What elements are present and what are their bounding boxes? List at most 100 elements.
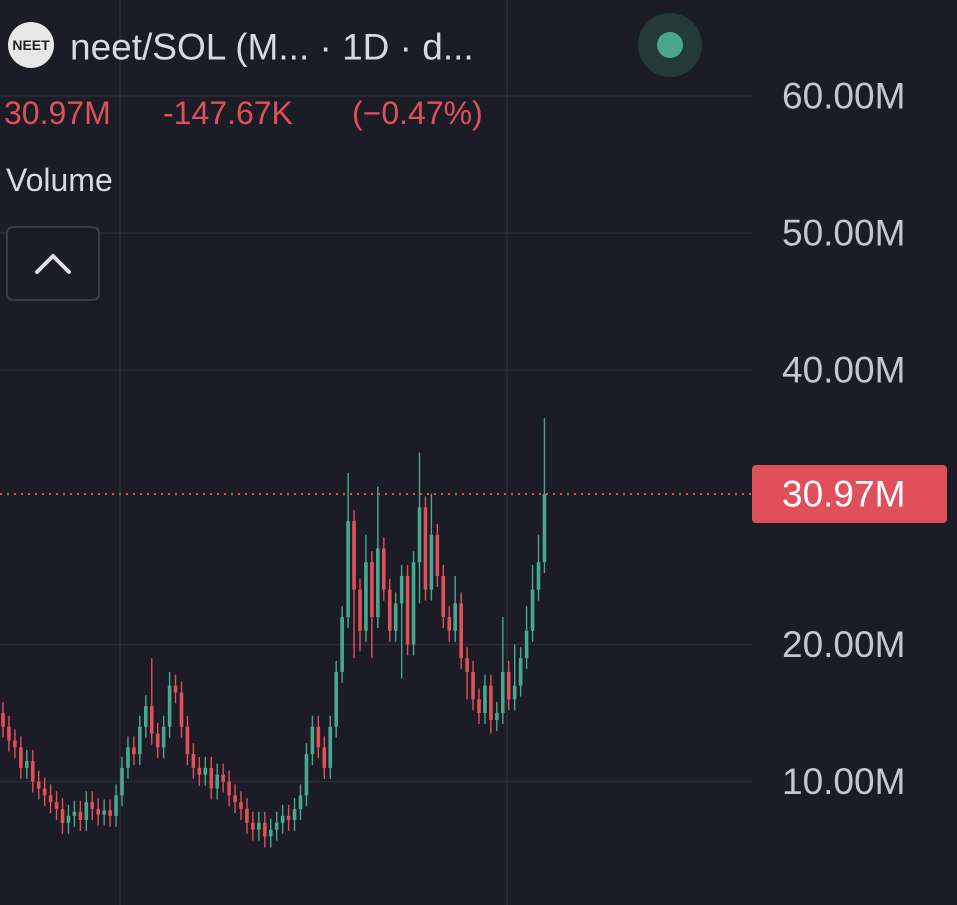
candle-body [251, 822, 255, 830]
candle-body [233, 795, 237, 803]
candle-body [144, 706, 148, 727]
candle-body [30, 761, 35, 782]
candle-body [96, 809, 100, 815]
candle-body [340, 617, 344, 672]
chevron-up [35, 254, 71, 274]
candle-body [185, 726, 190, 755]
y-tick-label: 40.00M [782, 350, 905, 391]
candle-body [78, 811, 83, 820]
candle-body [7, 726, 11, 741]
candle-body [280, 815, 285, 823]
change-pct: (−0.47%) [352, 95, 483, 131]
candle-body [173, 685, 178, 693]
candle-body [530, 589, 535, 631]
candle-body [387, 589, 392, 631]
candle-body [274, 822, 279, 830]
candle-body [72, 811, 77, 816]
candle-body [161, 726, 166, 748]
candle-body [167, 685, 172, 727]
candle-body [346, 521, 350, 618]
candle-body [465, 658, 469, 672]
candle-body [328, 726, 333, 768]
y-tick-label: 60.00M [782, 75, 905, 116]
candle-body [209, 767, 214, 789]
candle-body [536, 562, 541, 590]
candle-body [239, 802, 243, 810]
last-price-label: 30.97M [782, 474, 905, 515]
candle-body [221, 774, 225, 782]
candle-body [60, 809, 65, 823]
candle-body [435, 534, 440, 576]
candle-body [227, 781, 231, 796]
candle-body [36, 781, 41, 789]
candle-body [90, 802, 95, 810]
collapse-button[interactable] [6, 226, 100, 301]
candle-body [376, 548, 380, 618]
candle-body [268, 829, 273, 837]
candle-body [1, 713, 5, 727]
candle-body [149, 706, 154, 734]
candle-body [417, 507, 422, 563]
candle-body [411, 562, 416, 645]
candle-body [518, 658, 523, 686]
candle-body [429, 534, 434, 590]
candle-body [495, 713, 499, 720]
y-tick-label: 20.00M [782, 624, 905, 665]
candle-body [316, 726, 321, 748]
candle-body [501, 671, 505, 714]
candle-body [542, 494, 547, 563]
candle-body [423, 507, 428, 590]
candle-body [310, 726, 315, 755]
candle-body [257, 822, 261, 830]
candle-body [477, 699, 481, 714]
candle-body [263, 822, 267, 837]
title: neet/SOL (M... · 1D · d... [70, 27, 474, 68]
candle-body [358, 589, 362, 631]
candle-body [191, 754, 196, 768]
candle-body [84, 802, 89, 820]
candle-body [524, 630, 529, 659]
candle-body [304, 754, 309, 796]
candle-body [489, 685, 493, 720]
logo-mark: NEET [12, 37, 50, 53]
candle-body [506, 671, 511, 700]
candle-body [382, 548, 386, 590]
candle-body [447, 617, 452, 631]
candle-body [120, 767, 124, 796]
candle-body [126, 747, 130, 768]
status-dot [657, 32, 683, 58]
candle-body [512, 685, 517, 700]
candle-body [399, 575, 404, 604]
candle-body [197, 767, 202, 775]
candle-body [334, 671, 338, 727]
candle-body [459, 603, 463, 659]
candle-body [364, 562, 368, 631]
candle-body [25, 761, 29, 768]
candle-body [132, 747, 136, 755]
candle-body [292, 809, 297, 820]
candle-body [19, 747, 23, 768]
candle-body [298, 795, 303, 810]
candle-body [48, 795, 53, 803]
candle-body [203, 767, 208, 775]
candle-body [453, 603, 457, 631]
candle-body [370, 562, 374, 618]
candle-body [179, 692, 184, 727]
candle-body [13, 740, 17, 748]
candle-body [352, 521, 356, 590]
candle-body [66, 815, 71, 823]
candle-body [322, 747, 327, 768]
candle-body [245, 809, 249, 823]
last-price-box [752, 465, 947, 524]
indicator-label: Volume [6, 162, 113, 198]
candle-body [102, 810, 106, 815]
candle-body [108, 810, 112, 816]
y-tick-label: 50.00M [782, 213, 905, 254]
logo [8, 22, 54, 68]
candle-body [393, 603, 398, 631]
candle-body [286, 815, 291, 820]
candle-body [114, 795, 118, 816]
change: -147.67K [163, 95, 293, 131]
